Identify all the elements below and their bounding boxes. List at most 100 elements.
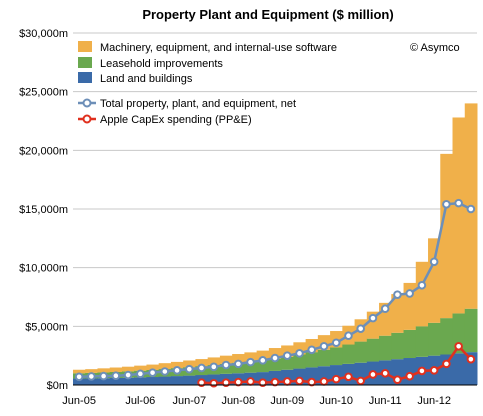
y-axis-ticks: $0m $5,000m $10,000m $15,000m $20,000m $25,00… [19, 28, 68, 392]
x-tick-label: Jun-10 [319, 395, 353, 407]
area-machinery-segment [244, 352, 258, 362]
x-tick-label: Jun-07 [172, 395, 206, 407]
capex-point [442, 359, 451, 369]
total-ppe-point [258, 356, 268, 365]
area-machinery-segment [146, 364, 160, 370]
area-land-segment [121, 377, 135, 385]
total-ppe-point [417, 280, 427, 290]
area-machinery-segment [121, 366, 135, 372]
legend-label-leasehold: Leasehold improvements [100, 58, 223, 70]
legend-marker-total [82, 98, 92, 108]
capex-point [233, 377, 243, 387]
area-land-segment [109, 377, 123, 385]
x-axis-ticks: Jun-05 Jul-06 Jun-07 Jun-08 Jun-09 Jun-10 Jun-… [62, 384, 477, 407]
y-tick-label: $30,000m [19, 28, 68, 40]
area-leasehold-segment [428, 322, 441, 356]
area-machinery-segment [281, 345, 294, 357]
area-machinery-segment [158, 363, 172, 370]
capex-point [466, 354, 476, 364]
total-ppe-point [99, 371, 108, 381]
y-tick-label: $0m [47, 380, 68, 392]
area-land-segment [134, 377, 147, 385]
area-machinery-segment [268, 348, 282, 359]
capex-point [454, 341, 463, 351]
area-machinery-segment [219, 355, 233, 364]
legend: Machinery, equipment, and internal-use s… [78, 41, 460, 126]
area-leasehold-segment [403, 329, 417, 359]
x-tick-label: Jun-11 [369, 395, 402, 407]
stacked-areas [73, 103, 478, 385]
area-leasehold-segment [440, 318, 454, 355]
legend-label-machinery: Machinery, equipment, and internal-use s… [100, 42, 337, 54]
legend-label-total: Total property, plant, and equipment, ne… [100, 98, 296, 110]
area-machinery-segment [207, 357, 221, 366]
area-machinery-segment [256, 350, 270, 361]
total-ppe-point [74, 372, 84, 382]
area-leasehold-segment [293, 354, 307, 369]
y-tick-label: $5,000m [25, 321, 68, 333]
area-machinery-segment [134, 365, 147, 371]
area-leasehold-segment [244, 361, 258, 373]
total-ppe-point [405, 289, 414, 298]
capex-point [270, 377, 280, 387]
area-machinery-segment [170, 361, 184, 369]
total-ppe-point [295, 349, 304, 358]
area-machinery-segment [452, 117, 466, 314]
capex-point [331, 374, 341, 384]
capex-point [319, 377, 329, 386]
chart-title: Property Plant and Equipment ($ million) [142, 7, 393, 22]
capex-point [380, 368, 390, 378]
area-leasehold-segment [305, 352, 319, 368]
area-leasehold-segment [281, 356, 294, 370]
total-ppe-point [380, 304, 390, 314]
total-ppe-point [282, 351, 292, 360]
legend-swatch-leasehold [78, 57, 92, 68]
credit-label: © Asymco [410, 42, 460, 54]
total-ppe-point [319, 341, 329, 351]
area-leasehold-segment [464, 308, 478, 353]
area-machinery-segment [415, 261, 429, 327]
area-machinery-segment [195, 359, 209, 367]
capex-point [307, 377, 317, 387]
area-machinery-segment [183, 360, 196, 368]
capex-point [209, 378, 219, 388]
capex-point [295, 376, 304, 386]
x-tick-label: Jun-09 [270, 395, 304, 407]
total-ppe-point [87, 372, 96, 381]
total-ppe-point [221, 360, 231, 370]
area-leasehold-segment [366, 338, 380, 362]
x-tick-label: Jun-05 [62, 395, 96, 407]
total-ppe-point [454, 198, 463, 208]
capex-point [368, 370, 378, 379]
area-machinery-segment [428, 238, 441, 323]
y-tick-label: $10,000m [19, 263, 68, 275]
total-ppe-point [111, 371, 121, 381]
area-leasehold-segment [268, 358, 282, 371]
y-tick-label: $20,000m [19, 145, 68, 157]
area-machinery-segment [73, 369, 86, 374]
capex-point [405, 371, 414, 381]
capex-point [356, 376, 365, 386]
total-ppe-point [270, 353, 280, 363]
area-land-segment [85, 378, 98, 385]
total-ppe-point [368, 313, 378, 323]
y-tick-label: $15,000m [19, 204, 68, 216]
total-ppe-point [331, 338, 341, 348]
total-ppe-point [344, 331, 353, 341]
area-machinery-segment [440, 153, 454, 319]
line-series [74, 198, 476, 388]
capex-point [417, 366, 427, 376]
total-ppe-point [442, 200, 451, 209]
capex-point [344, 372, 353, 382]
total-ppe-point [160, 367, 170, 376]
total-ppe-point [123, 370, 133, 380]
total-ppe-point [429, 257, 439, 267]
capex-point [221, 378, 231, 387]
area-machinery-segment [85, 369, 98, 373]
area-leasehold-segment [379, 335, 392, 361]
capex-point [393, 375, 402, 385]
total-ppe-point [466, 204, 476, 214]
capex-point [197, 378, 206, 387]
area-land-segment [146, 377, 160, 385]
area-leasehold-segment [342, 344, 356, 364]
